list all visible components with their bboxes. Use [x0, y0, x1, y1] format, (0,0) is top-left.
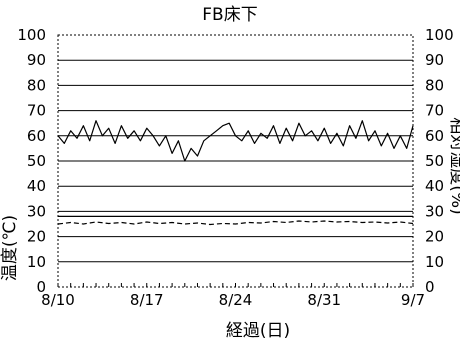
chart-title: FB床下: [202, 5, 257, 25]
y-tick-left: 10: [27, 253, 46, 271]
x-axis-ticks: 8/10 8/17 8/24 8/31 9/7: [41, 283, 425, 309]
y-tick-right: 0: [425, 278, 435, 296]
y-tick-right: 40: [425, 177, 444, 195]
x-tick-label: 8/10: [41, 291, 75, 309]
x-tick-label: 8/17: [130, 291, 164, 309]
y-tick-left: 80: [27, 76, 46, 94]
y-tick-right: 90: [425, 51, 444, 69]
y-tick-right: 50: [425, 152, 444, 170]
y-axis-right-ticks: 0 10 20 30 40 50 60 70 80 90 100: [425, 26, 454, 296]
y-tick-left: 100: [17, 26, 46, 44]
y-tick-left: 60: [27, 127, 46, 145]
y-tick-right: 70: [425, 102, 444, 120]
y-tick-left: 40: [27, 177, 46, 195]
y-axis-left-label: 温度(℃): [0, 215, 20, 281]
y-axis-left-ticks: 0 10 20 30 40 50 60 70 80 90 100: [17, 26, 46, 296]
y-tick-right: 10: [425, 253, 444, 271]
grid-lines: [58, 59, 413, 263]
x-tick-label: 9/7: [401, 291, 425, 309]
y-tick-left: 20: [27, 228, 46, 246]
series-lines: [57, 120, 414, 226]
y-tick-left: 70: [27, 102, 46, 120]
y-tick-left: 50: [27, 152, 46, 170]
y-tick-left: 90: [27, 51, 46, 69]
y-tick-right: 100: [425, 26, 454, 44]
x-axis-label: 経過(日): [226, 321, 290, 341]
y-axis-right-label: 相対湿度(%): [447, 117, 460, 214]
y-tick-right: 80: [425, 76, 444, 94]
y-tick-right: 20: [425, 228, 444, 246]
y-tick-right: 30: [425, 202, 444, 220]
y-tick-right: 60: [425, 127, 444, 145]
x-tick-label: 8/24: [219, 291, 253, 309]
series-line-1: [57, 220, 414, 226]
y-tick-left: 30: [27, 202, 46, 220]
y-tick-left: 0: [36, 278, 46, 296]
series-line-0: [57, 120, 414, 162]
x-tick-label: 8/31: [307, 291, 341, 309]
